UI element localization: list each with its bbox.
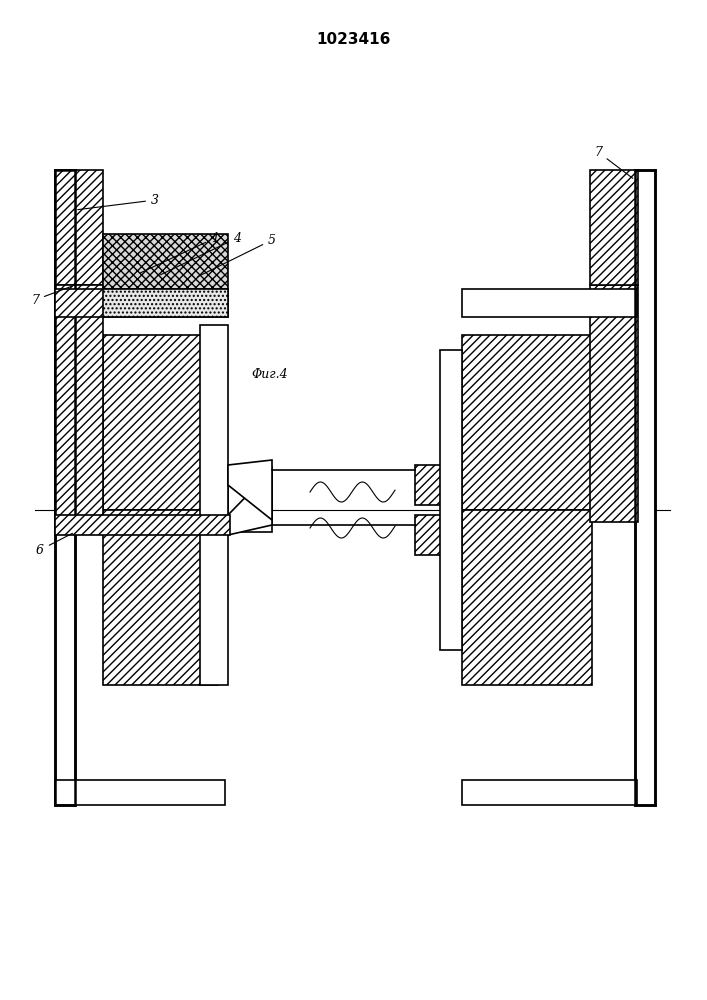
Bar	[590, 285, 638, 522]
Bar	[440, 350, 462, 650]
Bar	[200, 325, 228, 685]
Bar	[462, 780, 637, 805]
Bar	[228, 467, 272, 532]
Bar	[103, 289, 228, 317]
Text: 3: 3	[78, 194, 159, 210]
Bar	[415, 515, 455, 555]
Polygon shape	[228, 460, 272, 520]
Text: 6: 6	[36, 533, 73, 556]
Text: Φиг.4: Φиг.4	[252, 368, 288, 381]
Bar	[415, 465, 455, 505]
Text: 1023416: 1023416	[317, 32, 391, 47]
Bar	[55, 515, 230, 535]
Bar	[462, 510, 592, 685]
Polygon shape	[228, 470, 272, 535]
Bar	[103, 234, 228, 289]
Bar	[103, 335, 218, 510]
Text: 7: 7	[31, 286, 72, 306]
Bar	[590, 170, 638, 285]
Bar	[55, 170, 103, 285]
Text: 7: 7	[594, 145, 633, 178]
Bar	[462, 335, 592, 510]
Text: 5: 5	[197, 233, 276, 277]
Bar	[55, 285, 103, 522]
Bar	[103, 510, 218, 685]
Bar	[55, 170, 75, 805]
Bar	[55, 289, 228, 317]
Text: 1: 1	[141, 232, 219, 273]
Bar	[635, 170, 655, 805]
Bar	[462, 289, 637, 317]
Bar	[55, 780, 225, 805]
Text: 4: 4	[160, 232, 241, 275]
